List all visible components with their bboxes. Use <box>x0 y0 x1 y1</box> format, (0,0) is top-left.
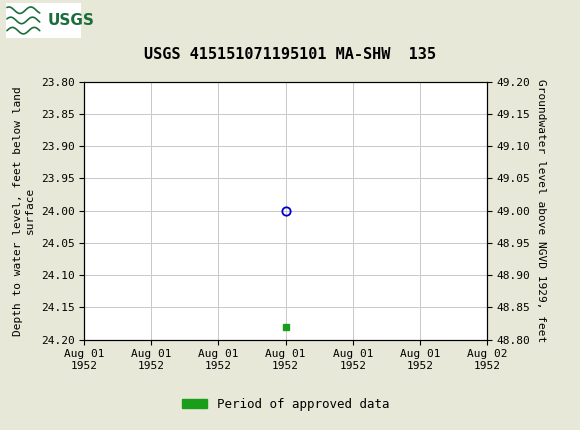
Y-axis label: Groundwater level above NGVD 1929, feet: Groundwater level above NGVD 1929, feet <box>536 79 546 342</box>
Legend: Period of approved data: Period of approved data <box>177 393 394 416</box>
Text: USGS: USGS <box>48 13 94 28</box>
FancyBboxPatch shape <box>6 3 81 37</box>
Text: USGS 415151071195101 MA-SHW  135: USGS 415151071195101 MA-SHW 135 <box>144 47 436 62</box>
Y-axis label: Depth to water level, feet below land
surface: Depth to water level, feet below land su… <box>13 86 35 335</box>
